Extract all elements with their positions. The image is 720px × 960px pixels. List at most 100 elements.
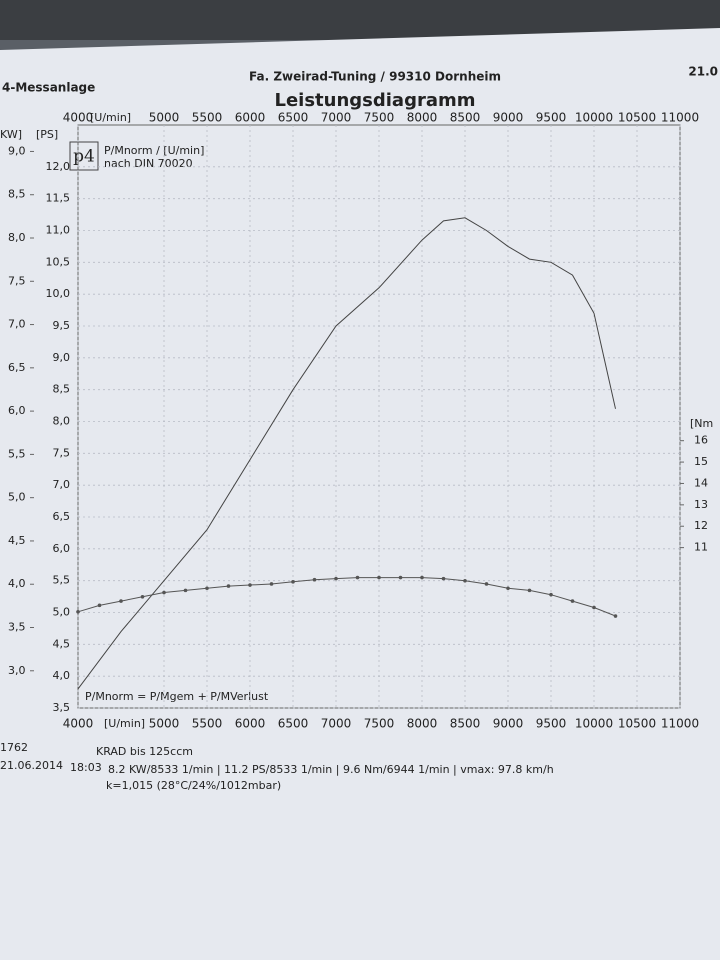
y-tick-label: 10,0 <box>46 287 71 300</box>
point <box>441 576 446 581</box>
point <box>592 605 596 610</box>
y-tick-label: 7,5 <box>53 446 71 459</box>
point <box>355 575 360 580</box>
x-tick-label: 8000 <box>407 111 438 125</box>
kw-tick-label: 3,5 <box>8 621 26 634</box>
y2-tick-label: 13 <box>694 498 708 511</box>
kw-tick-label: 6,5 <box>8 361 26 374</box>
series-line <box>77 217 616 690</box>
point <box>97 603 102 608</box>
point <box>162 590 166 595</box>
x-tick-label: 7000 <box>321 111 352 125</box>
x-unit: [U/min] <box>104 717 145 730</box>
y2-tick-label: 11 <box>694 541 708 554</box>
x-tick-label: 4000 <box>63 111 94 125</box>
kw-tick-label: 7,5 <box>8 274 26 287</box>
kw-tick-label: 8,0 <box>8 231 26 244</box>
x-unit: [U/min] <box>90 111 131 124</box>
y-tick-label: 9,5 <box>53 319 71 332</box>
x-tick-label: 9000 <box>493 111 524 125</box>
point <box>377 575 381 580</box>
series-line <box>77 577 616 617</box>
formula: P/Mnorm = P/Mgem + P/MVerlust <box>85 690 269 703</box>
y-tick-label: 5,5 <box>53 574 71 587</box>
x-tick-label: 11000 <box>661 717 699 731</box>
point <box>248 583 252 587</box>
kw-tick-label: 7,0 <box>8 318 26 331</box>
point <box>613 614 618 618</box>
footer-id: 1762 <box>0 741 28 754</box>
y-tick-label: 10,5 <box>46 255 71 268</box>
logo: p4 <box>73 147 95 167</box>
x-tick-label: 10500 <box>618 111 656 125</box>
y2-tick-label: 12 <box>694 519 708 532</box>
footer-k: k=1,015 (28°C/24%/1012mbar) <box>106 779 281 792</box>
point <box>269 582 274 586</box>
x-tick-label: 9000 <box>493 717 524 731</box>
point <box>398 575 403 580</box>
point <box>312 577 317 582</box>
y-tick-label: 5,0 <box>53 606 71 619</box>
kw-unit: KW] <box>0 128 22 141</box>
x-tick-label: 6000 <box>235 111 266 125</box>
y-tick-label: 6,5 <box>53 510 71 523</box>
y2-tick-label: 16 <box>694 434 708 447</box>
point <box>205 586 209 591</box>
y-tick-label: 9,0 <box>53 351 71 364</box>
chart-title: Leistungsdiagramm <box>274 90 475 111</box>
footer-class: KRAD bis 125ccm <box>96 745 193 758</box>
legend-line: nach DIN 70020 <box>104 157 193 170</box>
x-tick-label: 8500 <box>450 111 481 125</box>
x-tick-label: 6000 <box>235 717 266 731</box>
x-tick-label: 5500 <box>192 111 223 125</box>
kw-tick-label: 4,0 <box>8 577 26 590</box>
y-tick-label: 12,0 <box>46 160 71 173</box>
x-tick-label: 5000 <box>149 717 180 731</box>
x-tick-label: 9500 <box>536 717 567 731</box>
kw-tick-label: 6,0 <box>8 404 26 417</box>
y-tick-label: 11,5 <box>46 192 71 205</box>
kw-tick-label: 9,0 <box>8 144 26 157</box>
point <box>420 575 424 580</box>
kw-tick-label: 3,0 <box>8 664 26 677</box>
footer-time: 18:03 <box>70 761 102 774</box>
point <box>570 599 575 603</box>
y-tick-label: 4,5 <box>53 637 71 650</box>
x-tick-label: 5000 <box>149 111 180 125</box>
x-tick-label: 9500 <box>536 111 567 125</box>
point <box>291 580 295 584</box>
header-center: Fa. Zweirad-Tuning / 99310 Dornheim <box>249 70 501 84</box>
y-unit: [PS] <box>36 128 58 141</box>
point <box>334 576 338 581</box>
x-tick-label: 10000 <box>575 717 613 731</box>
y-tick-label: 6,0 <box>53 542 71 555</box>
y-tick-label: 3,5 <box>53 701 71 714</box>
y-tick-label: 4,0 <box>53 669 71 682</box>
point <box>463 578 467 583</box>
x-tick-label: 4000 <box>63 717 94 731</box>
point <box>119 599 123 603</box>
kw-tick-label: 5,5 <box>8 447 26 460</box>
x-tick-label: 7500 <box>364 717 395 731</box>
point <box>226 584 231 588</box>
y2-unit: [Nm <box>690 417 713 430</box>
kw-tick-label: 5,0 <box>8 491 26 504</box>
header-right: 21.0 <box>688 65 718 79</box>
x-tick-label: 8500 <box>450 717 481 731</box>
x-tick-label: 11000 <box>661 111 699 125</box>
point <box>183 588 188 593</box>
x-tick-label: 7500 <box>364 111 395 125</box>
point <box>484 582 489 586</box>
y-tick-label: 8,0 <box>53 415 71 428</box>
point <box>506 586 510 591</box>
logo-box <box>69 141 99 171</box>
x-tick-label: 10500 <box>618 717 656 731</box>
x-tick-label: 7000 <box>321 717 352 731</box>
x-tick-label: 6500 <box>278 111 309 125</box>
y-tick-label: 7,0 <box>53 478 71 491</box>
legend-line: P/Mnorm / [U/min] <box>104 144 204 157</box>
x-tick-label: 6500 <box>278 717 309 731</box>
point <box>527 588 532 593</box>
point <box>140 595 145 599</box>
